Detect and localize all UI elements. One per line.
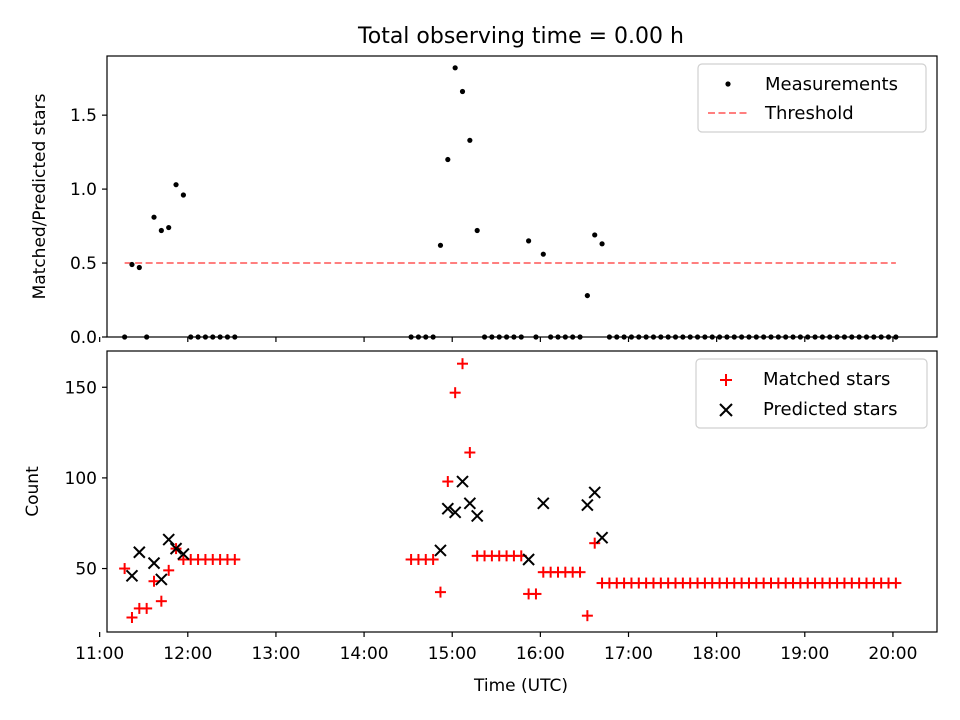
measurement-point [592,232,598,238]
legend-predicted-marker [719,403,733,417]
measurement-point [540,251,546,257]
predicted-stars-point [177,547,190,561]
bottom-y-tick-label: 100 [65,469,97,489]
measurement-point [452,65,458,71]
top-y-axis-label: Matched/Predicted stars [30,93,50,299]
predicted-stars-point [595,531,609,544]
top-axes-frame [106,55,938,338]
matched-stars-point [148,575,160,587]
bottom-axes-frame [106,350,938,633]
top-y-tick-label: 0.5 [70,254,97,274]
x-tick-label: 12:00 [163,644,212,664]
bottom-plot [119,358,902,623]
legend-measurements-label: Measurements [765,74,898,95]
legend-matched-label: Matched stars [763,369,890,390]
bottom-legend-box [695,358,928,429]
matched-stars-point [449,387,461,399]
x-tick-label: 14:00 [340,644,389,664]
matched-stars-point [119,563,131,575]
measurement-point [474,227,480,234]
top-plot [122,65,899,340]
predicted-stars-point [588,486,601,499]
matched-stars-point [589,537,601,549]
predicted-stars-point [169,542,183,555]
x-tick-label: 17:00 [604,644,653,664]
x-axis-label: Time (UTC) [473,676,568,696]
matched-stars-point [141,602,153,614]
bottom-legend: Matched stars Predicted stars [695,358,928,429]
predicted-stars-point [155,573,168,586]
measurement-point [599,241,605,247]
x-tick-label: 18:00 [692,644,741,664]
measurement-point [459,88,466,95]
matched-stars-point [442,476,454,488]
top-chart-title: Total observing time = 0.00 h [357,24,684,49]
matched-stars-point [126,611,138,623]
predicted-stars-point [456,475,469,488]
bottom-y-tick-label: 150 [65,378,97,398]
predicted-stars-point [441,502,455,515]
measurement-point [173,182,179,188]
predicted-stars-point [581,498,594,512]
predicted-stars-point [133,546,146,559]
predicted-stars-point [522,553,535,566]
measurement-point [166,224,172,231]
matched-stars-point [427,553,439,565]
predicted-stars-point [162,533,175,546]
matched-stars-point [581,610,593,622]
top-y-tick-label: 1.5 [70,106,97,126]
x-tick-label: 20:00 [868,644,917,664]
matched-stars-point [155,595,167,607]
matched-stars-point [890,577,902,589]
predicted-stars-point [125,569,139,583]
legend-matched-marker [720,374,732,386]
x-tick-label: 19:00 [780,644,829,664]
measurement-point [158,227,164,234]
matched-stars-point [163,564,175,576]
predicted-stars-point [537,497,550,510]
legend-predicted-label: Predicted stars [763,399,897,420]
measurement-point [467,137,473,143]
top-legend-box [697,63,927,133]
measurement-point [584,292,590,299]
top-y-tick-label: 0.0 [70,328,97,348]
x-tick-label: 16:00 [516,644,565,664]
measurement-point [526,238,532,244]
legend-measurements-marker [725,81,731,87]
matched-stars-point [229,553,241,565]
x-tick-label: 11:00 [75,644,124,664]
measurement-point [136,264,142,271]
top-legend: Measurements Threshold [697,63,927,133]
legend-threshold-label: Threshold [764,103,854,124]
matched-stars-point [457,358,469,370]
measurement-point [180,192,186,198]
predicted-stars-point [147,556,161,570]
predicted-stars-point [470,509,484,523]
matched-stars-point [574,566,586,578]
predicted-stars-point [434,544,447,557]
measurement-point [129,261,135,268]
predicted-stars-point [463,497,477,510]
matched-stars-point [464,447,476,459]
top-y-tick-label: 1.0 [70,180,97,200]
x-tick-label: 13:00 [251,644,300,664]
x-tick-label: 15:00 [428,644,477,664]
bottom-y-axis-label: Count [23,466,43,517]
matched-stars-point [434,586,446,598]
measurement-point [151,214,157,220]
measurement-point [445,156,451,163]
measurement-point [437,242,444,248]
matched-stars-point [530,588,542,600]
bottom-y-tick-label: 50 [75,560,97,580]
predicted-stars-point [448,506,462,519]
